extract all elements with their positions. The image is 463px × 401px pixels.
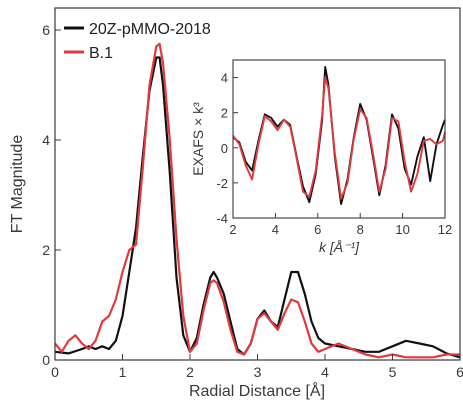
inset-y-ticks: 4 2 0 -2 -4 <box>216 71 238 226</box>
inset-x-ticks: 2 4 6 8 10 12 <box>229 213 452 237</box>
y-tick-label: 0 <box>221 141 228 156</box>
inset-plot-frame <box>232 59 446 219</box>
y-tick-label: -2 <box>216 176 228 191</box>
series-line-b1 <box>54 42 460 359</box>
x-tick-label: 0 <box>51 364 59 380</box>
x-tick-label: 10 <box>395 222 409 237</box>
x-tick-label: 4 <box>272 222 279 237</box>
x-tick-label: 8 <box>357 222 364 237</box>
main-x-ticks: 0 1 2 3 4 5 6 <box>51 354 463 380</box>
inset-x-axis-label: k [Å⁻¹] <box>319 239 360 255</box>
x-tick-label: 6 <box>314 222 321 237</box>
x-tick-label: 2 <box>229 222 236 237</box>
legend: 20Z-pMMO-2018 B.1 <box>64 21 211 62</box>
inset-y-axis-label: EXAFS × k³ <box>190 102 206 176</box>
y-tick-label: 2 <box>42 242 50 258</box>
main-series-group <box>54 42 461 359</box>
x-tick-label: 2 <box>186 364 194 380</box>
x-tick-label: 6 <box>456 364 463 380</box>
series-line-b1-inset <box>232 76 446 200</box>
inset-plot: 2 4 6 8 10 12 4 2 0 -2 -4 k [Å⁻¹] EXAFS × k³ <box>190 59 452 255</box>
y-tick-label: 6 <box>42 22 50 38</box>
main-y-ticks: 0 2 4 6 <box>42 22 61 368</box>
y-tick-label: 4 <box>42 132 50 148</box>
x-tick-label: 1 <box>119 364 127 380</box>
x-tick-label: 4 <box>321 364 329 380</box>
x-tick-label: 5 <box>389 364 397 380</box>
y-tick-label: -4 <box>216 211 228 226</box>
legend-label-b1: B.1 <box>89 45 113 62</box>
y-tick-label: 0 <box>42 352 50 368</box>
main-y-axis-label: FT Magnitude <box>9 135 26 234</box>
main-x-axis-label: Radial Distance [Å] <box>189 381 325 400</box>
x-tick-label: 12 <box>438 222 452 237</box>
x-tick-label: 3 <box>254 364 262 380</box>
y-tick-label: 4 <box>221 71 228 86</box>
y-tick-label: 2 <box>221 106 228 121</box>
legend-label-20z: 20Z-pMMO-2018 <box>89 21 211 38</box>
inset-series-group <box>232 66 446 205</box>
